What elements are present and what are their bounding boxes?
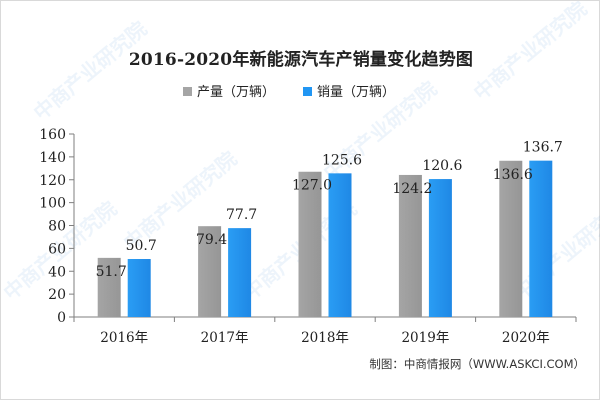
- data-label-production: 51.7: [96, 264, 127, 280]
- data-label-sales: 77.7: [226, 207, 257, 223]
- y-tick-label: 160: [39, 127, 66, 143]
- bar-production: [499, 160, 523, 317]
- legend: 产量（万辆） 销量（万辆）: [183, 85, 395, 100]
- data-labels: 51.7 50.7 79.4 77.7 127.0 125.6 124.2 120.6 136.…: [96, 140, 563, 280]
- bar-production: [198, 226, 222, 317]
- data-label-production: 124.2: [392, 181, 432, 197]
- watermark-text: 中商产业研究院: [509, 196, 600, 304]
- bar-sales: [529, 160, 553, 317]
- source-credit: 制图：中商情报网（WWW.ASKCI.COM）: [369, 357, 585, 371]
- data-label-sales: 120.6: [422, 158, 462, 174]
- chart-title: 2016-2020年新能源汽车产销量变化趋势图: [128, 50, 474, 70]
- watermark-text: 中商产业研究院: [29, 16, 152, 124]
- watermark-text: 中商产业研究院: [469, 1, 592, 105]
- bar-sales: [127, 259, 151, 317]
- data-label-production: 127.0: [292, 178, 332, 194]
- x-tick-label: 2019年: [401, 330, 449, 346]
- y-tick-label: 120: [39, 173, 66, 189]
- data-label-production: 136.6: [493, 167, 533, 183]
- bar-sales: [328, 173, 352, 317]
- data-label-sales: 136.7: [523, 140, 563, 156]
- x-tick-label: 2018年: [301, 330, 349, 346]
- data-label-sales: 50.7: [126, 238, 157, 254]
- y-tick-label: 140: [39, 150, 66, 166]
- x-tick-label: 2016年: [100, 330, 148, 346]
- bar-sales: [228, 228, 252, 317]
- legend-label: 销量（万辆）: [317, 85, 395, 100]
- y-tick-label: 0: [57, 310, 66, 326]
- legend-label: 产量（万辆）: [197, 85, 275, 100]
- y-tick-label: 20: [48, 287, 66, 303]
- axes: 0 20 40 60 80 100 120 140 160 2016年 2017年 2018年 2019…: [39, 127, 577, 346]
- legend-swatch: [183, 87, 192, 96]
- legend-swatch: [303, 87, 312, 96]
- x-tick-label: 2017年: [201, 330, 249, 346]
- bar-production: [398, 174, 422, 317]
- data-label-production: 79.4: [196, 232, 227, 248]
- y-tick-label: 40: [48, 264, 66, 280]
- bars: [97, 160, 553, 317]
- bar-sales: [428, 179, 452, 317]
- bar-production: [298, 171, 322, 317]
- bar-production: [97, 257, 121, 317]
- x-tick-label: 2020年: [502, 330, 550, 346]
- y-tick-label: 80: [48, 219, 66, 235]
- y-tick-label: 100: [39, 196, 66, 212]
- data-label-sales: 125.6: [322, 152, 362, 168]
- y-tick-label: 60: [48, 241, 66, 257]
